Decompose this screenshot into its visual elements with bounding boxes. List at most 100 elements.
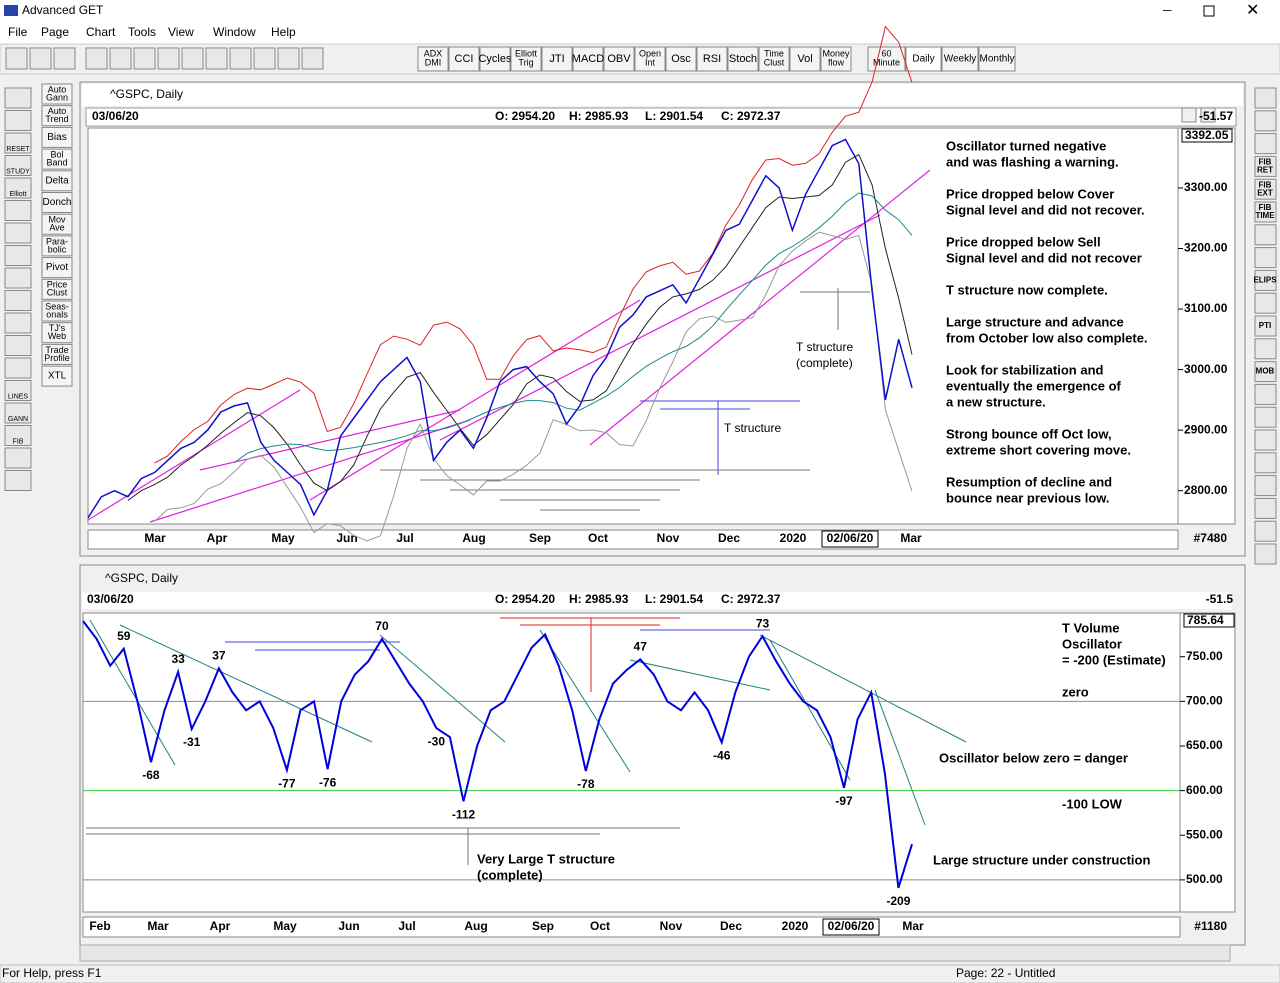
tool-button[interactable] (253, 47, 276, 70)
drawing-tool[interactable] (4, 290, 32, 311)
study-button[interactable] (41, 322, 73, 344)
tool-button[interactable] (157, 47, 180, 70)
right-tool[interactable] (1254, 361, 1277, 383)
indicator-button[interactable] (603, 46, 635, 72)
right-tool[interactable] (1254, 292, 1277, 314)
drawing-tool[interactable] (4, 132, 32, 154)
right-tool[interactable] (1254, 269, 1277, 291)
drawing-tool[interactable] (4, 402, 32, 424)
drawing-tool[interactable] (4, 335, 32, 356)
study-label: Profile (44, 353, 70, 363)
oscillator-note: = -200 (Estimate) (1062, 652, 1166, 667)
drawing-tool[interactable] (4, 245, 32, 266)
tool-button[interactable] (205, 47, 228, 70)
indicator-button[interactable] (417, 46, 449, 72)
commentary: Price dropped below Sell (946, 234, 1101, 249)
restore-btn[interactable] (1203, 5, 1215, 17)
tool-button[interactable] (229, 47, 252, 70)
drawing-tool[interactable] (4, 470, 32, 491)
study-button[interactable] (41, 213, 73, 235)
tool-button[interactable] (277, 47, 300, 70)
study-button[interactable] (41, 170, 73, 192)
drawing-tool[interactable] (4, 380, 32, 401)
timeframe-button[interactable] (867, 46, 906, 72)
drawing-tool[interactable] (4, 267, 32, 289)
tool-button[interactable] (181, 47, 204, 70)
max-btn[interactable] (1200, 107, 1216, 123)
value-label: -77 (278, 776, 296, 790)
study-button[interactable] (41, 235, 73, 257)
drawing-tool[interactable] (4, 177, 32, 199)
study-button[interactable] (41, 83, 73, 105)
drawing-tool[interactable] (4, 222, 32, 244)
indicator-button[interactable] (820, 46, 852, 72)
right-tool[interactable] (1254, 247, 1277, 269)
right-tool[interactable] (1254, 406, 1277, 428)
study-button[interactable] (41, 192, 73, 213)
study-button[interactable] (41, 257, 73, 279)
right-tool[interactable] (1254, 110, 1277, 132)
status-page: Page: 22 - Untitled (956, 966, 1055, 980)
indicator-button[interactable] (665, 46, 697, 72)
drawing-tool[interactable] (4, 87, 32, 109)
close-btn[interactable]: ✕ (1246, 2, 1259, 19)
right-tool[interactable] (1254, 497, 1277, 519)
right-tool[interactable] (1254, 543, 1277, 565)
timeframe-button[interactable] (941, 46, 979, 72)
right-tool[interactable] (1254, 475, 1277, 497)
drawing-tool[interactable] (4, 425, 32, 446)
right-tool[interactable] (1254, 201, 1277, 223)
tool-button[interactable] (29, 47, 52, 70)
right-tool[interactable] (1254, 155, 1277, 177)
drawing-tool[interactable] (4, 357, 32, 379)
right-tool[interactable] (1254, 520, 1277, 542)
drawing-tool[interactable] (4, 110, 32, 131)
x-tick-label: May (273, 919, 297, 933)
timeframe-button[interactable] (978, 46, 1016, 72)
drawing-tool[interactable] (4, 155, 32, 176)
right-tool[interactable] (1254, 429, 1277, 451)
indicator-button[interactable] (789, 46, 821, 72)
study-button[interactable] (41, 278, 73, 300)
indicator-button[interactable] (727, 46, 759, 72)
indicator-button[interactable] (479, 46, 511, 72)
right-tool[interactable] (1254, 338, 1277, 360)
study-button[interactable] (41, 300, 73, 322)
window-title: ^GSPC, Daily (105, 571, 178, 585)
tool-button[interactable] (109, 47, 132, 70)
study-button[interactable] (41, 343, 73, 365)
study-button[interactable] (41, 365, 73, 387)
indicator-label: RSI (703, 53, 721, 65)
study-button[interactable] (41, 126, 73, 148)
drawing-tool[interactable] (4, 447, 32, 469)
tool-button[interactable] (53, 47, 76, 70)
tool-button[interactable] (133, 47, 156, 70)
h-scrollbar[interactable] (79, 944, 1231, 962)
indicator-button[interactable] (634, 46, 666, 72)
gray-structure (86, 288, 870, 865)
study-button[interactable] (41, 148, 73, 170)
right-tool[interactable] (1254, 87, 1277, 109)
indicator-button[interactable] (510, 46, 542, 72)
drawing-tool[interactable] (4, 200, 32, 221)
right-tool[interactable] (1254, 383, 1277, 405)
timeframe-button[interactable] (905, 46, 942, 72)
minimize-btn[interactable]: ─ (1162, 3, 1172, 17)
indicator-button[interactable] (541, 46, 573, 72)
tool-button[interactable] (85, 47, 108, 70)
study-button[interactable] (41, 105, 73, 127)
indicator-button[interactable] (758, 46, 790, 72)
right-tool[interactable] (1254, 315, 1277, 337)
indicator-button[interactable] (572, 46, 604, 72)
right-tool[interactable] (1254, 178, 1277, 200)
tool-button[interactable] (301, 47, 324, 70)
drawing-tool[interactable] (4, 312, 32, 334)
indicator-button[interactable] (696, 46, 728, 72)
upper-band (154, 25, 913, 464)
min-btn[interactable] (1181, 107, 1197, 123)
indicator-button[interactable] (448, 46, 480, 72)
tool-button[interactable] (5, 47, 28, 70)
right-tool[interactable] (1254, 133, 1277, 155)
right-tool[interactable] (1254, 224, 1277, 246)
right-tool[interactable] (1254, 452, 1277, 474)
